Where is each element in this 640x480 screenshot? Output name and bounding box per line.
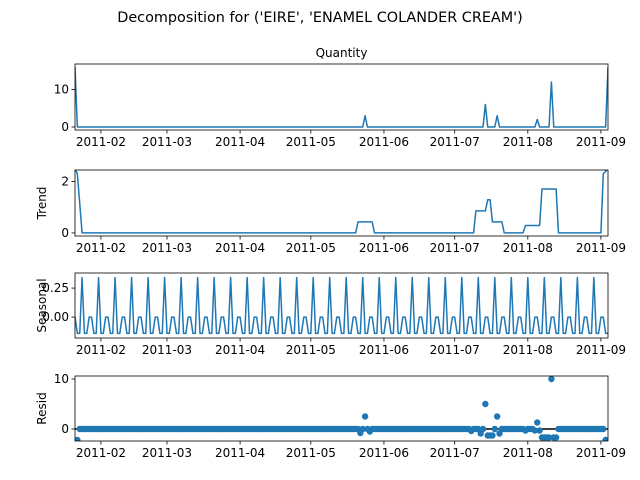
panel-2: Trend 0 2 2011-02 2011-03 2011-04 2011-05 2011-…: [35, 169, 626, 255]
y-tick-label: 10: [54, 83, 69, 97]
resid-point: [75, 436, 81, 441]
x-tick-label: 2011-04: [215, 135, 265, 149]
seasonal-line: [75, 276, 608, 335]
plot-area: [75, 276, 608, 335]
x-tick-label: 2011-03: [142, 446, 192, 460]
x-tick-label: 2011-02: [76, 343, 126, 357]
resid-point: [545, 434, 553, 441]
x-tick-label: 2011-06: [359, 135, 409, 149]
x-tick-label: 2011-03: [142, 343, 192, 357]
resid-point: [489, 432, 496, 439]
resid-point: [477, 430, 484, 437]
resid-point: [534, 419, 541, 426]
x-tick-label: 2011-06: [359, 343, 409, 357]
x-tick-label: 2011-04: [215, 446, 265, 460]
x-tick-label: 2011-09: [576, 343, 626, 357]
x-tick-label: 2011-08: [503, 135, 553, 149]
figure-suptitle: Decomposition for ('EIRE', 'ENAMEL COLAN…: [117, 10, 523, 26]
x-tick-label: 2011-05: [286, 241, 336, 255]
x-tick-label: 2011-07: [430, 135, 480, 149]
y-tick-label: 0: [61, 226, 69, 240]
resid-point: [496, 430, 503, 437]
y-axis-label: Resid: [35, 392, 49, 424]
x-tick-label: 2011-05: [286, 343, 336, 357]
axes-frame: [74, 375, 609, 442]
y-tick-label: 0.00: [42, 310, 69, 324]
y-axis-label: Seasonal: [35, 278, 49, 332]
resid-point: [493, 413, 501, 420]
axes-frame: [74, 169, 609, 237]
x-tick-label: 2011-09: [576, 135, 626, 149]
resid-point: [602, 436, 608, 441]
resid-point: [552, 434, 560, 441]
x-tick-label: 2011-08: [503, 241, 553, 255]
x-tick-label: 2011-02: [76, 446, 126, 460]
x-tick-label: 2011-03: [142, 241, 192, 255]
panel-1: Quantity 0 10 2011-02 2011-03 2011-04 2011-05 2…: [54, 46, 626, 149]
axes-frame: [74, 63, 609, 131]
x-tick-label: 2011-06: [359, 446, 409, 460]
resid-point: [522, 427, 529, 434]
panel-title: Quantity: [316, 46, 368, 60]
resid-point: [366, 428, 374, 435]
y-tick-label: 0: [61, 120, 69, 134]
x-tick-label: 2011-07: [430, 343, 480, 357]
resid-point: [548, 376, 555, 383]
resid-point: [600, 425, 607, 433]
series-line-1: [75, 66, 608, 128]
x-tick-label: 2011-08: [503, 446, 553, 460]
plot-area: [75, 170, 608, 234]
x-tick-label: 2011-05: [286, 135, 336, 149]
resid-point: [361, 413, 369, 420]
y-tick-label: 0: [61, 422, 69, 436]
resid-point: [482, 400, 489, 408]
axes-frame: [74, 272, 609, 339]
resid-point: [357, 429, 364, 437]
x-tick-label: 2011-07: [430, 446, 480, 460]
resid-point: [531, 427, 539, 434]
resid-point: [468, 427, 475, 435]
panel-4: Resid 0 10 2011-02 2011-03 2011-04 2011-05 2011…: [35, 372, 626, 460]
x-tick-label: 2011-03: [142, 135, 192, 149]
plot-area: [75, 66, 608, 128]
x-tick-label: 2011-06: [359, 241, 409, 255]
y-axis-label: Trend: [35, 187, 49, 221]
x-tick-label: 2011-09: [576, 446, 626, 460]
x-tick-label: 2011-04: [215, 241, 265, 255]
x-tick-label: 2011-04: [215, 343, 265, 357]
x-tick-label: 2011-02: [76, 241, 126, 255]
y-tick-label: 10: [54, 372, 69, 386]
resid-point: [491, 425, 498, 433]
resid-point: [536, 427, 543, 434]
x-tick-label: 2011-05: [286, 446, 336, 460]
x-tick-label: 2011-07: [430, 241, 480, 255]
y-tick-label: 2: [61, 175, 69, 189]
series-line-1: [75, 170, 608, 234]
y-tick-label: 0.25: [42, 281, 69, 295]
x-tick-label: 2011-02: [76, 135, 126, 149]
plot-area: [75, 376, 608, 441]
x-tick-label: 2011-09: [576, 241, 626, 255]
x-tick-label: 2011-08: [503, 343, 553, 357]
